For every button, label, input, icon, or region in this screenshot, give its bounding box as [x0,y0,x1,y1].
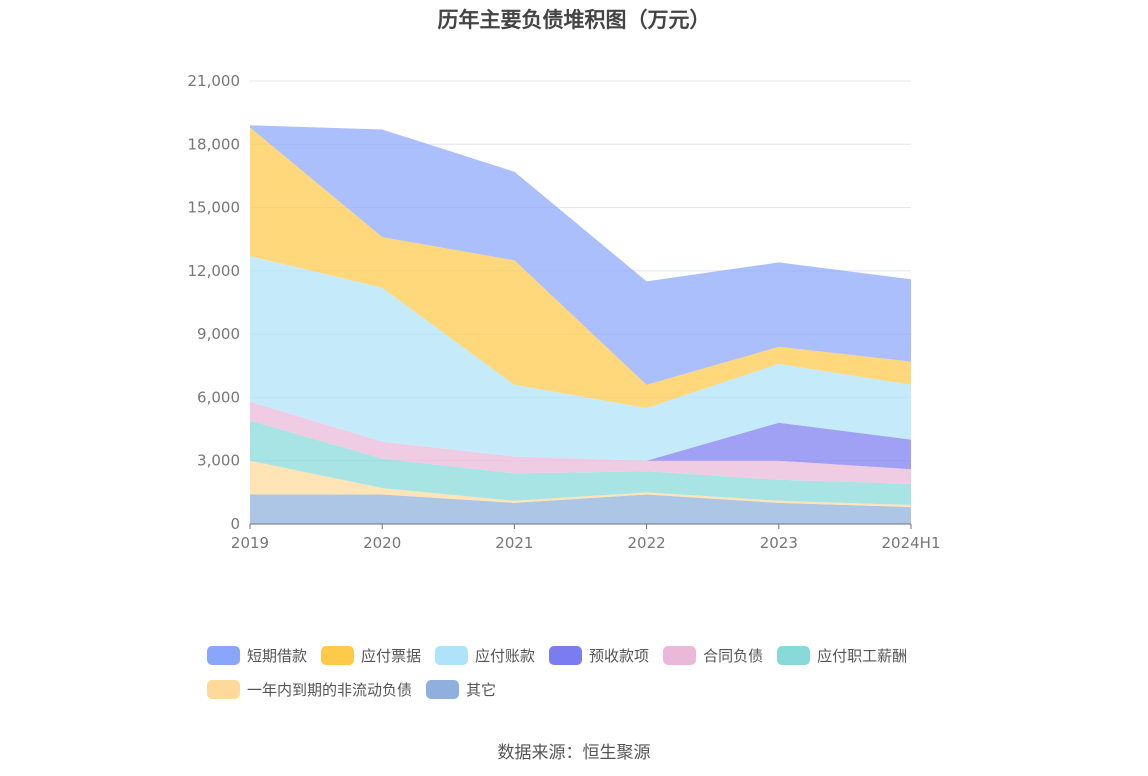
y-tick-label: 3,000 [197,452,240,470]
legend-item[interactable]: 一年内到期的非流动负债 [207,679,412,700]
series-area-7 [250,125,911,385]
legend-item[interactable]: 应付票据 [321,645,421,666]
series-area-1 [250,460,911,508]
legend-swatch [426,679,460,699]
x-tick-label: 2020 [363,534,401,552]
legend-swatch [435,645,469,665]
legend-label: 应付账款 [475,646,536,665]
legend-swatch [663,645,697,665]
y-tick-label: 6,000 [197,388,240,406]
legend-label: 合同负债 [703,646,764,665]
series-area-4 [250,401,911,470]
legend-label: 预收款项 [589,646,650,665]
y-tick-label: 21,000 [188,72,241,90]
legend-swatch [777,645,811,665]
series-area-3 [250,401,911,484]
legend-label: 短期借款 [247,646,308,665]
y-tick-label: 12,000 [188,262,241,280]
legend-label: 应付票据 [361,646,422,665]
y-tick-label: 18,000 [188,135,241,153]
x-tick-label: 2023 [760,534,798,552]
legend: 短期借款 应付票据 应付账款 预收款项 合同负债 应付职工薪酬 一年内到期的非流动负债 其它 [207,638,967,706]
legend-item[interactable]: 短期借款 [207,645,307,666]
data-source: 数据来源：恒生聚源 [497,743,651,763]
x-tick-label: 2022 [628,534,666,552]
series-area-2 [250,420,911,505]
legend-label: 一年内到期的非流动负债 [247,680,413,699]
legend-swatch [549,645,583,665]
legend-item[interactable]: 其它 [426,679,496,700]
x-tick-label: 2021 [495,534,533,552]
legend-swatch [321,645,355,665]
y-tick-label: 0 [230,515,240,533]
legend-label: 应付职工薪酬 [817,646,908,665]
chart-title: 历年主要负债堆积图（万元） [437,8,711,32]
y-tick-label: 15,000 [188,199,241,217]
legend-swatch [207,645,240,665]
legend-row: 短期借款 应付票据 应付账款 预收款项 合同负债 应付职工薪酬 [207,638,967,672]
x-tick-label: 2024H1 [882,534,941,552]
y-tick-label: 9,000 [197,325,240,343]
legend-item[interactable]: 应付职工薪酬 [777,645,907,666]
legend-item[interactable]: 合同负债 [663,645,763,666]
series-area-5 [250,256,911,461]
legend-swatch [207,679,240,699]
legend-item[interactable]: 预收款项 [549,645,649,666]
series-area-6 [250,127,911,409]
legend-item[interactable]: 应付账款 [435,645,535,666]
series-area-0 [250,494,911,524]
legend-row: 一年内到期的非流动负债 其它 [207,672,967,706]
x-tick-label: 2019 [231,534,269,552]
legend-label: 其它 [466,680,497,699]
